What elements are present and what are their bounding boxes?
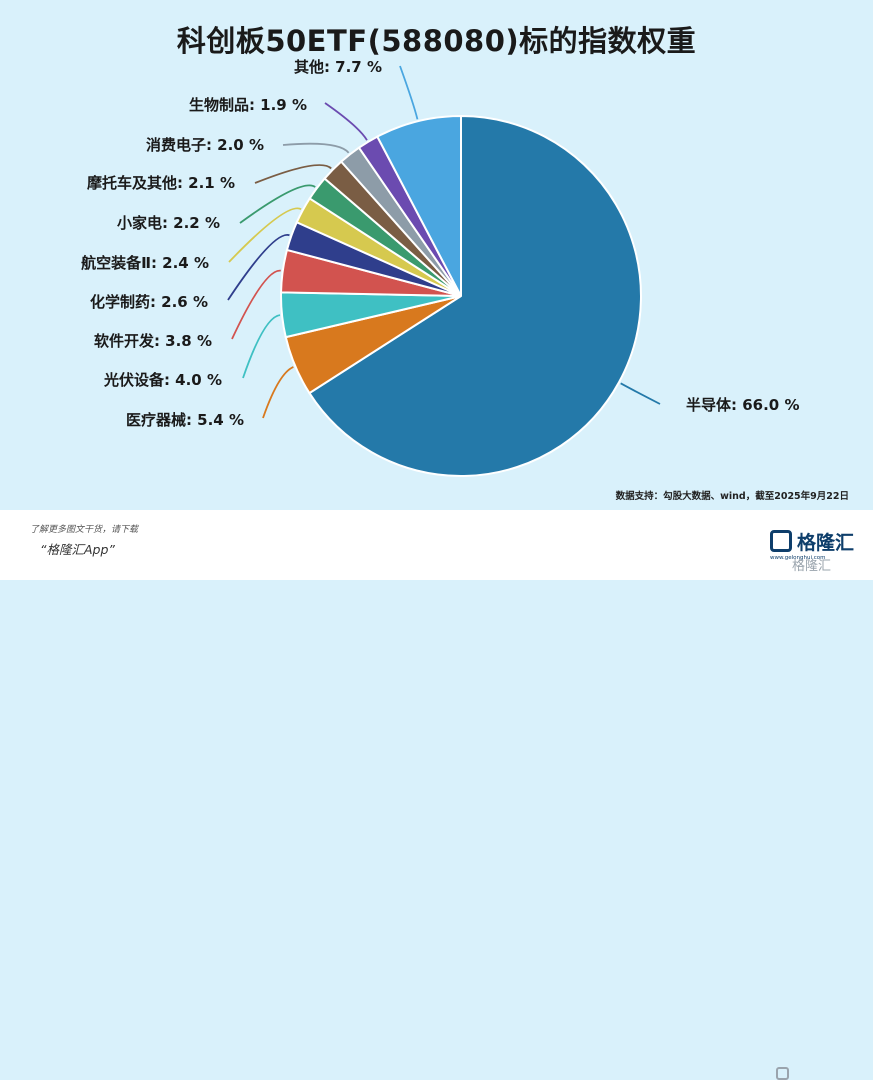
leader-line-7 [254, 164, 332, 184]
brand-logo-icon [770, 530, 792, 552]
slice-label-5: 航空装备Ⅱ: 2.4 % [81, 254, 209, 272]
source-note: 数据支持：勾股大数据、wind，截至2025年9月22日 [615, 491, 849, 502]
leader-line-0 [620, 382, 661, 405]
slice-label-2: 光伏设备: 4.0 % [103, 371, 222, 389]
leader-line-3 [231, 269, 281, 340]
slice-label-7: 摩托车及其他: 2.1 % [87, 174, 235, 192]
slice-label-3: 软件开发: 3.8 % [94, 332, 212, 350]
leader-line-6 [239, 184, 316, 224]
pie-slice-10 [375, 114, 462, 297]
corner-watermark: 格隆汇 [792, 559, 832, 574]
slice-label-0: 半导体: 66.0 % [686, 396, 799, 414]
brand-logo: 格隆汇 www.gelonghui.com [770, 528, 860, 561]
leader-line-9 [324, 102, 368, 141]
brand-url: www.gelonghui.com [770, 555, 826, 561]
slice-label-4: 化学制药: 2.6 % [90, 293, 208, 311]
slice-label-1: 医疗器械: 5.4 % [126, 411, 244, 429]
pie-chart: 格隆汇 勾股大数据 www.gogudata.com 半导体: 66.0 %医疗… [81, 58, 799, 477]
footer-app-name: “格隆汇App” [40, 542, 115, 557]
leader-line-1 [262, 366, 294, 419]
corner-watermark-icon [776, 1067, 789, 1080]
leader-line-4 [227, 234, 290, 301]
slice-label-10: 其他: 7.7 % [294, 58, 382, 76]
footer-download-hint: 了解更多图文干货，请下载 [30, 525, 139, 535]
leader-line-10 [399, 65, 419, 120]
slice-label-9: 生物制品: 1.9 % [189, 96, 307, 114]
chart-area: 科创板50ETF(588080)标的指数权重 格隆汇 勾股大数据 www.gog… [0, 0, 873, 510]
leader-line-5 [228, 207, 302, 263]
pie-slice-0 [308, 114, 642, 477]
slice-label-8: 消费电子: 2.0 % [146, 136, 264, 154]
leader-line-2 [242, 314, 281, 379]
brand-name: 格隆汇 [797, 532, 855, 554]
chart-title: 科创板50ETF(588080)标的指数权重 [176, 24, 697, 58]
leader-line-8 [282, 142, 350, 154]
slice-label-6: 小家电: 2.2 % [117, 214, 220, 232]
footer: 了解更多图文干货，请下载 “格隆汇App” 格隆汇 www.gelonghui.… [0, 510, 873, 1080]
